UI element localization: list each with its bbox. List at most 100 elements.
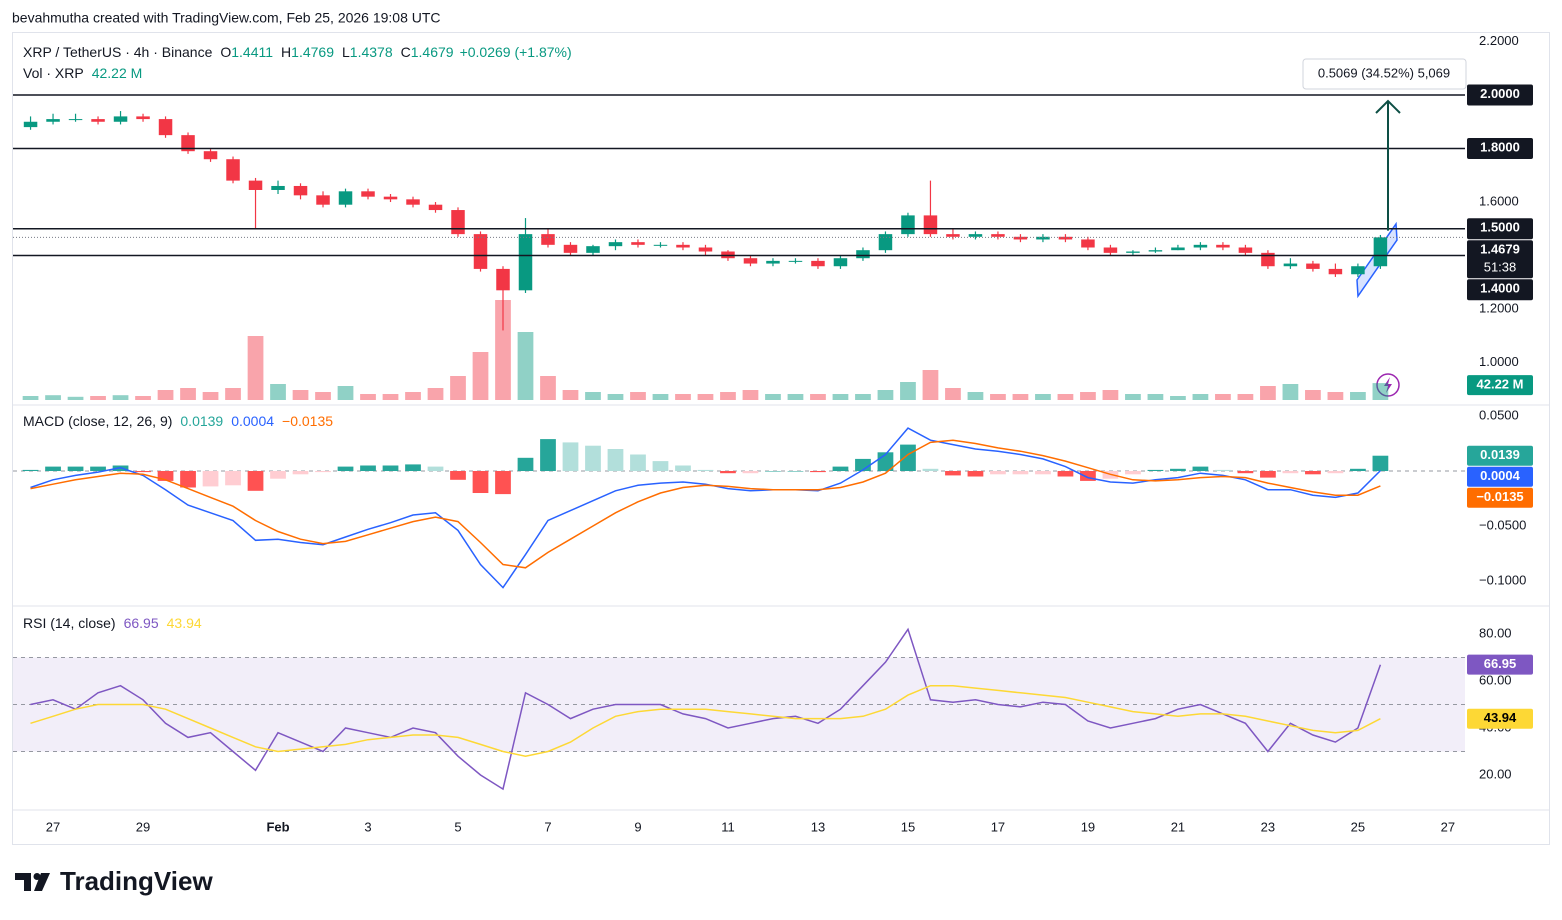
histogram-bar (450, 471, 466, 480)
histogram-bar (315, 471, 331, 473)
candle-body (1328, 268, 1343, 275)
candle-body (271, 185, 285, 190)
histogram-bar (225, 471, 241, 486)
histogram-bar (382, 465, 399, 472)
ohlc-key: C (401, 44, 411, 60)
price-tag (1467, 654, 1533, 675)
candle-body (923, 215, 938, 235)
histogram-bar (1125, 471, 1141, 475)
volume-bar (697, 394, 714, 400)
histogram-bar (675, 465, 691, 472)
candle-body (901, 215, 915, 235)
histogram-bar (180, 471, 196, 488)
volume-bar (810, 394, 826, 400)
candle-body (1058, 236, 1073, 240)
indicator-value: 0.0139 (180, 413, 223, 429)
volume-bar (630, 392, 646, 400)
volume-bar (1327, 392, 1344, 400)
candle-body (136, 116, 150, 120)
histogram-bar (1237, 471, 1254, 474)
candle-body (451, 210, 465, 235)
volume-bar (202, 392, 219, 400)
price-tag-label: 51:38 (1484, 260, 1517, 275)
histogram-bar (1147, 469, 1164, 472)
volume-bar (225, 388, 241, 400)
histogram-bar (1327, 471, 1344, 474)
candle-body (608, 242, 623, 247)
candle-body (1283, 263, 1298, 267)
candle-body (1216, 244, 1230, 248)
candle-body (811, 260, 825, 267)
ohlc-value: 1.4769 (291, 44, 334, 60)
volume-bar (135, 396, 151, 400)
histogram-bar (1012, 471, 1029, 475)
macd-legend: MACD (close, 12, 26, 9) 0.0139 0.0004 −0.01… (23, 413, 333, 429)
histogram-bar (45, 466, 61, 472)
price-tag-label: 1.4000 (1480, 281, 1520, 296)
candle-body (1306, 263, 1320, 269)
histogram-bar (1080, 471, 1096, 481)
histogram-bar (405, 464, 421, 472)
ohlc-value: 1.4679 (411, 44, 454, 60)
candle-body (293, 185, 308, 196)
price-tag-label: 2.0000 (1480, 86, 1520, 101)
histogram-bar (1057, 471, 1074, 477)
histogram-bar (630, 454, 646, 472)
volume-bar (1125, 394, 1141, 400)
candle-body (968, 234, 983, 237)
price-tag-label: 0.0004 (1480, 468, 1521, 483)
candle-body (428, 204, 443, 211)
price-tag (1467, 375, 1533, 396)
rsi-pane (13, 627, 1465, 791)
logo-mark (15, 873, 31, 891)
histogram-bar (607, 449, 624, 472)
candle-body (226, 159, 240, 181)
histogram-bar (1215, 469, 1231, 472)
volume-bar (562, 390, 579, 400)
candle-body (833, 258, 848, 267)
histogram-bar (922, 468, 939, 472)
x-tick-label: 17 (991, 819, 1005, 834)
alert-icon (1376, 373, 1400, 397)
candle-body (586, 246, 600, 253)
histogram-bar (540, 439, 556, 472)
price-tag (1467, 218, 1533, 240)
x-tick-label: 3 (364, 819, 371, 834)
volume-label: Vol · XRP (23, 65, 84, 81)
volume-bar (720, 392, 736, 400)
candle-body (1351, 266, 1365, 275)
volume-bar (337, 386, 354, 400)
histogram-bar (1350, 468, 1366, 472)
ohlc-value: 1.4378 (350, 44, 393, 60)
volume-bar (1147, 394, 1164, 400)
histogram-bar (967, 471, 984, 477)
volume-bar (157, 390, 174, 400)
histogram-bar (1035, 471, 1051, 475)
x-tick-label: 15 (901, 819, 915, 834)
volume-bar (900, 382, 916, 400)
histogram-bar (472, 471, 489, 494)
volume-bar (1192, 394, 1209, 400)
symbol: XRP / TetherUS · 4h · Binance (23, 44, 213, 60)
price-pane (22, 111, 1389, 400)
candle-body (631, 242, 645, 245)
candle-body (743, 258, 758, 264)
histogram-bar (247, 471, 264, 491)
candle-body (856, 250, 870, 259)
histogram-bar (292, 471, 309, 475)
candle-body (676, 244, 690, 248)
indicator-value: 0.0004 (231, 413, 274, 429)
candle-body (338, 191, 353, 205)
histogram-bar (652, 461, 669, 472)
candle-body (248, 180, 263, 190)
volume-bar (1282, 384, 1299, 400)
y-tick-label: 80.00 (1479, 625, 1512, 640)
price-tag (1467, 138, 1533, 160)
indicator-value: −0.0135 (282, 413, 333, 429)
volume-bar (652, 394, 669, 400)
volume-bar (112, 395, 129, 400)
price-tag-label: 0.0139 (1480, 447, 1520, 462)
volume-bar (540, 376, 556, 400)
